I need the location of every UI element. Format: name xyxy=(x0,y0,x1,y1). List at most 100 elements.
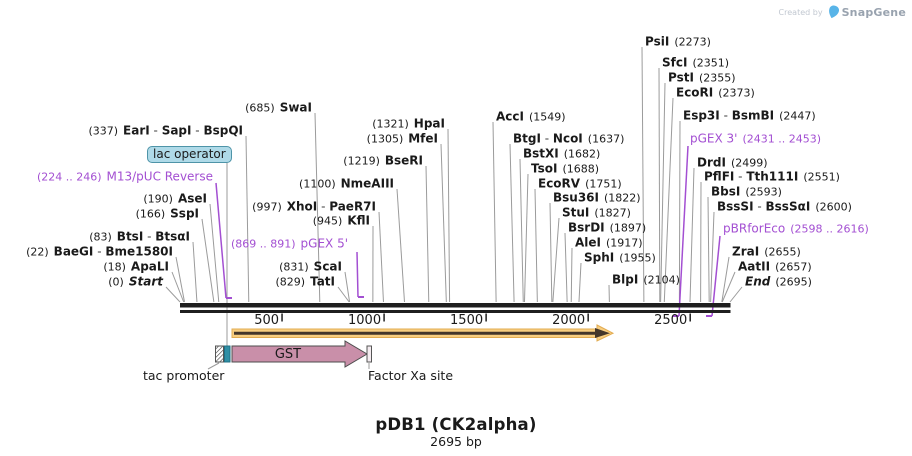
site-label-xhoi-paer7i[interactable]: (997) XhoI - PaeR7I xyxy=(252,199,376,214)
site-line-bsu36i xyxy=(549,202,553,303)
site-line-pbrforeco xyxy=(711,235,721,317)
site-label-aatii[interactable]: AatII (2657) xyxy=(738,259,812,274)
site-line-sspi xyxy=(201,218,215,303)
site-label-bseri[interactable]: (1219) BseRI xyxy=(343,153,423,168)
tac-promoter-glyph[interactable] xyxy=(215,345,224,363)
site-line-bsrdi xyxy=(564,232,568,303)
site-label-start[interactable]: (0) Start xyxy=(108,274,163,289)
gst-arrow[interactable] xyxy=(231,340,368,368)
site-line-pgex-3 xyxy=(678,145,689,317)
site-line-stui xyxy=(552,217,560,303)
site-line-xhoi-paer7i xyxy=(378,211,384,303)
site-label-stui[interactable]: StuI (1827) xyxy=(562,205,631,220)
site-line-eari-sapi-bspqi xyxy=(245,135,250,303)
site-label-sfci[interactable]: SfcI (2351) xyxy=(662,55,730,70)
site-line-ecorv xyxy=(534,188,538,303)
orf-arrow-core-head xyxy=(595,328,610,338)
site-label-hpai[interactable]: (1321) HpaI xyxy=(372,116,445,131)
site-label-bsssi-bsss-i[interactable]: BssSI - BssSαI (2600) xyxy=(717,199,852,214)
feature-label-factor-xa: Factor Xa site xyxy=(368,368,454,383)
site-label-tsoi[interactable]: TsoI (1688) xyxy=(531,161,600,176)
site-label-mfei[interactable]: (1305) MfeI xyxy=(366,131,438,146)
site-line-m13-puc-reverse xyxy=(215,182,227,299)
site-label-nmeaiii[interactable]: (1100) NmeAIII xyxy=(299,176,394,191)
site-line-bbsi xyxy=(707,196,710,303)
site-label-pflfi-tth111i[interactable]: PflFI - Tth111I (2551) xyxy=(704,169,840,184)
site-line-acci xyxy=(492,121,497,303)
site-line-aatii xyxy=(721,271,736,303)
site-label-pbrforeco[interactable]: pBRforEco (2598 .. 2616) xyxy=(723,221,869,236)
site-line-zrai xyxy=(721,256,730,303)
feature-label-gst: GST xyxy=(274,347,302,362)
site-label-apali[interactable]: (18) ApaLI xyxy=(103,259,169,274)
site-label-alei[interactable]: AleI (1917) xyxy=(575,235,643,250)
site-label-pgex-5[interactable]: (869 .. 891) pGEX 5' xyxy=(230,236,348,251)
site-line-baegi-bme1580i xyxy=(175,256,185,303)
site-label-sspi[interactable]: (166) SspI xyxy=(135,206,199,221)
site-line-sfci xyxy=(658,67,661,303)
site-label-bstxi[interactable]: BstXI (1682) xyxy=(523,146,601,161)
site-line-tati xyxy=(337,286,350,303)
feature-label-tac-promoter: tac promoter xyxy=(143,368,225,383)
site-label-kfli[interactable]: (945) KflI xyxy=(312,213,370,228)
watermark-brand: SnapGene xyxy=(841,5,906,19)
site-label-end[interactable]: End (2695) xyxy=(745,274,812,289)
site-line-psti xyxy=(660,82,666,303)
site-label-zrai[interactable]: ZraI (2655) xyxy=(732,244,801,259)
site-line-nmeaiii xyxy=(396,188,405,303)
site-line-btsi-bts-i xyxy=(192,241,198,303)
site-label-tati[interactable]: (829) TatI xyxy=(275,274,335,289)
site-line-ecori xyxy=(663,97,674,303)
watermark-created-by: Created by xyxy=(778,7,823,17)
site-line-end xyxy=(729,286,743,303)
site-line-asei xyxy=(209,203,220,303)
site-line-esp3i-bsmbi xyxy=(678,120,681,303)
site-label-drdi[interactable]: DrdI (2499) xyxy=(697,155,768,170)
site-label-eari-sapi-bspqi[interactable]: (337) EarI - SapI - BspQI xyxy=(88,123,243,138)
site-label-acci[interactable]: AccI (1549) xyxy=(496,109,566,124)
site-line-drdi xyxy=(689,167,695,303)
site-label-asei[interactable]: (190) AseI xyxy=(143,191,207,206)
sequence-ruler-bottom-bar xyxy=(180,310,731,313)
site-label-scai[interactable]: (831) ScaI xyxy=(279,259,342,274)
site-line-alei xyxy=(570,247,573,303)
site-line-bseri xyxy=(425,165,430,303)
site-label-m13-puc-reverse[interactable]: (224 .. 246) M13/pUC Reverse xyxy=(36,169,213,184)
site-line-sphi xyxy=(578,262,582,303)
site-label-ecorv[interactable]: EcoRV (1751) xyxy=(538,176,622,191)
site-line-pgex-5 xyxy=(356,251,359,298)
factor-xa-glyph[interactable] xyxy=(366,345,372,363)
site-line-bstxi xyxy=(519,158,524,303)
site-line-scai xyxy=(344,271,351,303)
site-line-swai xyxy=(314,112,321,303)
site-label-pgex-3[interactable]: pGEX 3' (2431 .. 2453) xyxy=(690,131,822,146)
map-length: 2695 bp xyxy=(430,434,482,449)
site-label-sphi[interactable]: SphI (1955) xyxy=(584,250,656,265)
feature-label-lac-operator[interactable]: lac operator xyxy=(147,146,232,163)
site-line-psii xyxy=(641,46,645,303)
site-label-ecori[interactable]: EcoRI (2373) xyxy=(676,85,755,100)
site-label-bsu36i[interactable]: Bsu36I (1822) xyxy=(553,190,641,205)
sequence-ruler-top-bar xyxy=(180,303,731,308)
site-label-bsrdi[interactable]: BsrDI (1897) xyxy=(568,220,647,235)
map-title: pDB1 (CK2alpha) xyxy=(375,415,537,434)
site-label-psii[interactable]: PsiI (2273) xyxy=(645,34,711,49)
site-label-swai[interactable]: (685) SwaI xyxy=(245,100,312,115)
site-line-start xyxy=(165,286,181,303)
site-label-psti[interactable]: PstI (2355) xyxy=(668,70,736,85)
site-label-bbsi[interactable]: BbsI (2593) xyxy=(711,184,782,199)
site-label-baegi-bme1580i[interactable]: (22) BaeGI - Bme1580I xyxy=(26,244,173,259)
site-line-apali xyxy=(171,271,185,303)
site-line-mfei xyxy=(440,143,447,303)
site-line-btgi-ncoi xyxy=(509,143,515,303)
site-label-blpi[interactable]: BlpI (2104) xyxy=(612,272,680,287)
site-label-btgi-ncoi[interactable]: BtgI - NcoI (1637) xyxy=(513,131,625,146)
site-line-bsssi-bsss-i xyxy=(710,211,715,303)
site-label-btsi-bts-i[interactable]: (83) BtsI - BtsαI xyxy=(89,229,190,244)
lac-operator-glyph[interactable] xyxy=(224,345,231,363)
site-line-hpai xyxy=(447,128,451,303)
site-label-esp3i-bsmbi[interactable]: Esp3I - BsmBI (2447) xyxy=(683,108,816,123)
watermark: Created by SnapGene xyxy=(779,4,906,20)
